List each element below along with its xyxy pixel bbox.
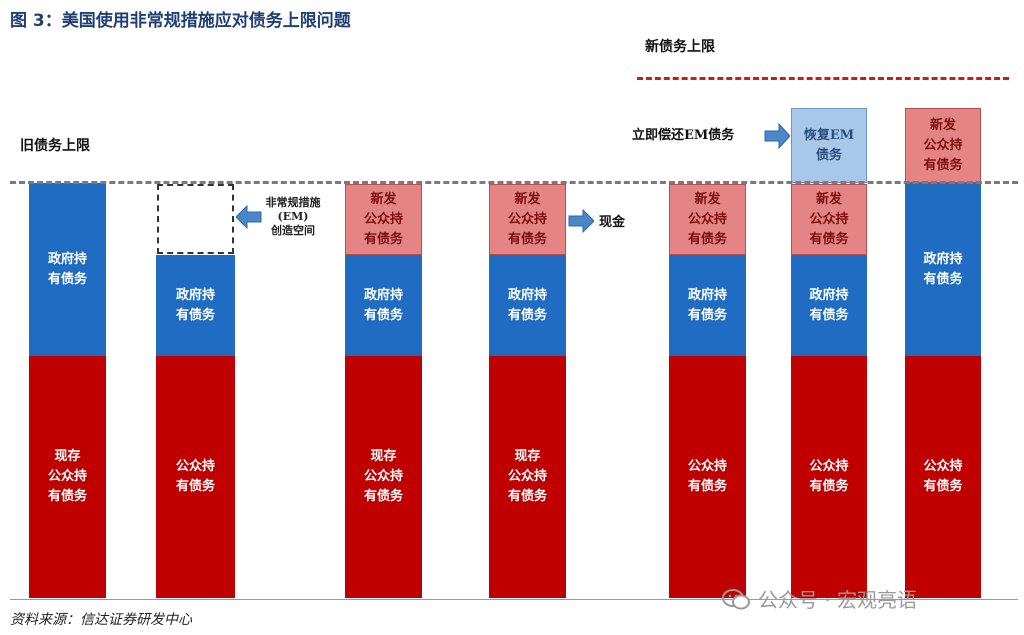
bar-3-existing-public-debt: 现存 公众持 有债务 <box>345 356 422 598</box>
bar-1-government-held-debt: 政府持 有债务 <box>29 183 106 356</box>
bar-2-em-space-box <box>157 184 234 254</box>
wechat-icon <box>722 588 750 609</box>
bar-2-public-debt: 公众持 有债务 <box>156 356 235 598</box>
watermark: 公众号 · 宏观亮语 <box>722 584 917 613</box>
repay-em-label: 立即偿还EM债务 <box>632 128 735 143</box>
arrow-right-icon <box>764 123 790 149</box>
bar-4-existing-public-debt: 现存 公众持 有债务 <box>489 356 566 598</box>
new-ceiling-line <box>637 77 1009 80</box>
bar-6-government-held-debt: 政府持 有债务 <box>791 255 867 356</box>
bar-3-new-public-debt: 新发 公众持 有债务 <box>345 184 422 255</box>
figure-title: 图 3：美国使用非常规措施应对债务上限问题 <box>10 11 351 31</box>
bar-7-new-public-debt: 新发 公众持 有债务 <box>905 108 981 183</box>
bar-1-existing-public-debt: 现存 公众持 有债务 <box>29 356 106 598</box>
bar-2-government-held-debt: 政府持 有债务 <box>156 255 235 356</box>
old-ceiling-label: 旧债务上限 <box>20 138 90 154</box>
source-note: 资料来源：信达证券研发中心 <box>10 612 192 628</box>
bar-7-government-held-debt: 政府持 有债务 <box>905 183 981 356</box>
old-ceiling-line <box>10 181 1018 184</box>
bar-6-public-debt: 公众持 有债务 <box>791 356 867 598</box>
chart-baseline <box>10 599 1018 600</box>
em-note: 非常规措施 (EM) 创造空间 <box>265 196 321 237</box>
bar-7-public-debt: 公众持 有债务 <box>905 356 981 598</box>
bar-5-public-debt: 公众持 有债务 <box>669 356 746 598</box>
arrow-left-icon <box>236 205 262 229</box>
bar-6-new-public-debt: 新发 公众持 有债务 <box>791 184 867 255</box>
bar-6-restored-em-debt: 恢复EM 债务 <box>791 108 867 183</box>
arrow-right-icon <box>568 209 594 233</box>
bar-5-government-held-debt: 政府持 有债务 <box>669 255 746 356</box>
new-ceiling-label: 新债务上限 <box>645 39 715 55</box>
cash-label: 现金 <box>599 215 626 230</box>
bar-3-government-held-debt: 政府持 有债务 <box>345 255 422 356</box>
bar-4-government-held-debt: 政府持 有债务 <box>489 255 566 356</box>
bar-4-new-public-debt: 新发 公众持 有债务 <box>489 184 566 255</box>
watermark-text: 公众号 · 宏观亮语 <box>758 588 918 612</box>
bar-5-new-public-debt: 新发 公众持 有债务 <box>669 184 746 255</box>
